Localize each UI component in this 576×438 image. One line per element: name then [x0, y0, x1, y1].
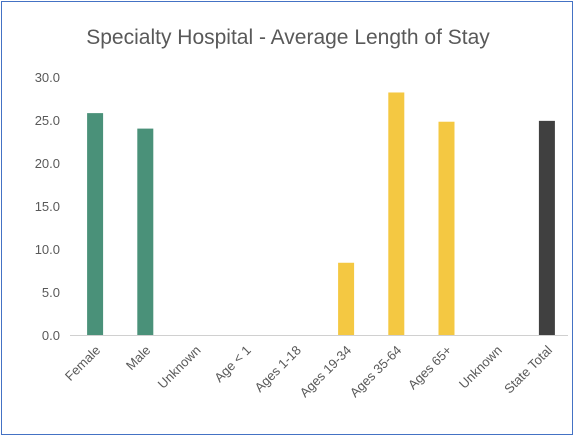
bar-ages-19-34	[338, 262, 355, 335]
y-axis: 0.0 5.0 10.0 15.0 20.0 25.0 30.0	[35, 70, 60, 343]
x-tick-label: Age < 1	[211, 343, 254, 386]
y-tick-label: 0.0	[42, 328, 60, 343]
y-tick-label: 5.0	[42, 285, 60, 300]
bar-male	[137, 128, 154, 335]
x-tick-label: Female	[62, 343, 103, 384]
chart-title: Specialty Hospital - Average Length of S…	[86, 26, 490, 49]
y-tick-label: 10.0	[35, 242, 60, 257]
y-tick-label: 25.0	[35, 113, 60, 128]
x-tick-label: Ages 19-34	[297, 343, 355, 401]
bars	[87, 92, 555, 336]
x-tick-label: Unknown	[456, 343, 505, 392]
bar-ages-35-64	[388, 92, 405, 335]
x-tick-label: Male	[123, 343, 154, 374]
y-tick-label: 15.0	[35, 199, 60, 214]
x-tick-label: Unknown	[155, 343, 204, 392]
y-tick-label: 20.0	[35, 156, 60, 171]
bar-state-total	[538, 120, 555, 335]
x-tick-label: Ages 1-18	[252, 343, 305, 396]
bar-female	[87, 113, 104, 336]
bar-ages-65	[438, 121, 455, 335]
y-tick-label: 30.0	[35, 70, 60, 85]
x-tick-label: Ages 65+	[405, 343, 455, 393]
x-tick-label: Ages 35-64	[347, 343, 405, 401]
x-tick-label: State Total	[501, 342, 555, 396]
